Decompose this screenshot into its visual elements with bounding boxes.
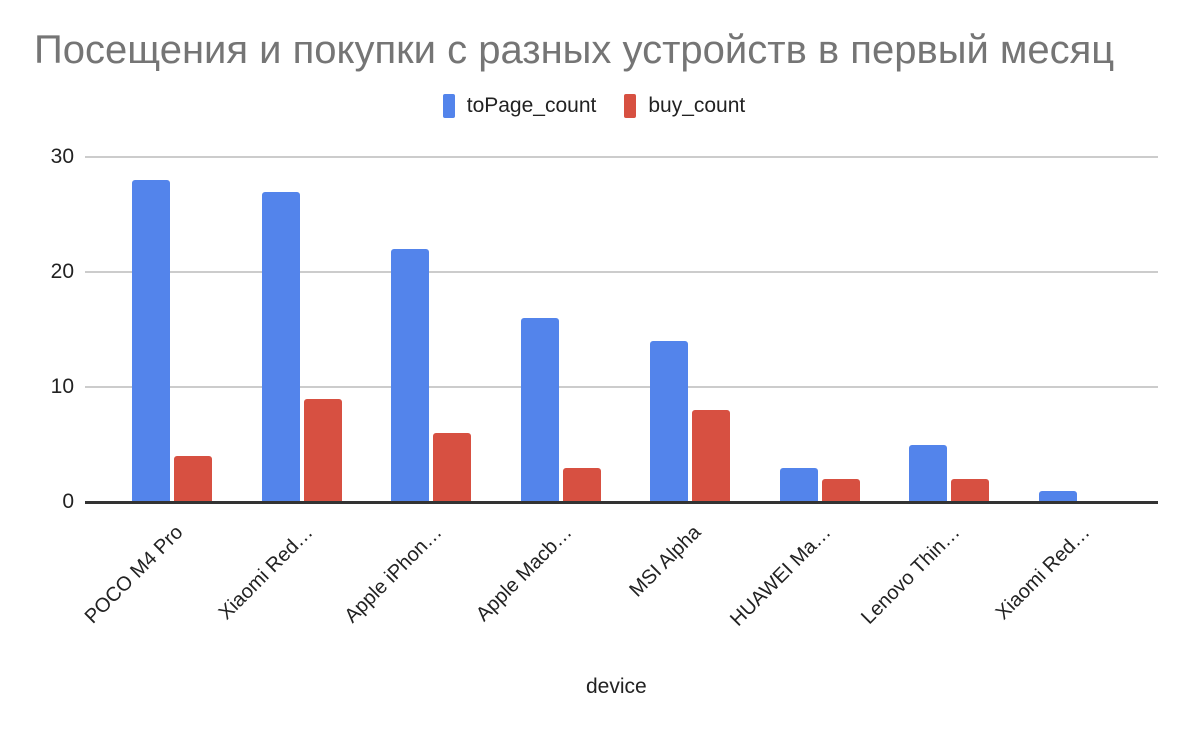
x-tick-label: Xiaomi Red…: [991, 521, 1094, 625]
bar-buy-count[interactable]: [303, 398, 342, 502]
chart-title: Посещения и покупки с разных устройств в…: [34, 28, 1115, 72]
x-axis-title: device: [586, 675, 647, 698]
x-tick-label: Xiaomi Red…: [214, 521, 317, 625]
bar-buy-count[interactable]: [951, 479, 989, 502]
legend-swatch-topage: [442, 94, 455, 118]
legend-item-topage[interactable]: toPage_count: [442, 94, 597, 118]
bar-toPage-count[interactable]: [261, 191, 300, 502]
bar-toPage-count[interactable]: [391, 249, 429, 502]
x-tick-label: MSI Alpha: [625, 521, 706, 602]
bar-buy-count[interactable]: [821, 479, 860, 502]
gridline-30: [85, 156, 1158, 158]
x-axis-line: [85, 501, 1158, 504]
y-tick-10: 10: [50, 375, 74, 398]
bar-buy-count[interactable]: [433, 433, 471, 502]
legend-item-buy[interactable]: buy_count: [624, 94, 745, 118]
bar-buy-count[interactable]: [562, 467, 601, 502]
bar-buy-count[interactable]: [174, 456, 212, 502]
x-tick-label: Apple Macb…: [471, 521, 576, 626]
x-tick-label: POCO M4 Pro: [80, 521, 188, 629]
y-tick-20: 20: [50, 260, 74, 283]
bar-buy-count[interactable]: [692, 410, 730, 502]
x-tick-label: Lenovo Thin…: [857, 521, 965, 629]
bar-toPage-count[interactable]: [650, 341, 688, 502]
x-tick-label: Apple iPhon…: [340, 521, 447, 628]
gridline-10: [85, 386, 1158, 388]
legend-swatch-buy: [624, 94, 637, 118]
bar-toPage-count[interactable]: [909, 444, 947, 502]
bar-toPage-count[interactable]: [1038, 490, 1077, 502]
gridline-20: [85, 271, 1158, 273]
y-tick-30: 30: [50, 145, 74, 168]
legend-label-topage: toPage_count: [466, 94, 597, 117]
bar-toPage-count[interactable]: [132, 180, 170, 502]
y-tick-0: 0: [62, 490, 74, 513]
bar-toPage-count[interactable]: [520, 318, 559, 502]
legend: toPage_count buy_count: [0, 94, 1188, 118]
x-tick-label: HUAWEI Ma…: [725, 521, 835, 631]
bar-toPage-count[interactable]: [779, 467, 818, 502]
legend-label-buy: buy_count: [648, 94, 746, 117]
